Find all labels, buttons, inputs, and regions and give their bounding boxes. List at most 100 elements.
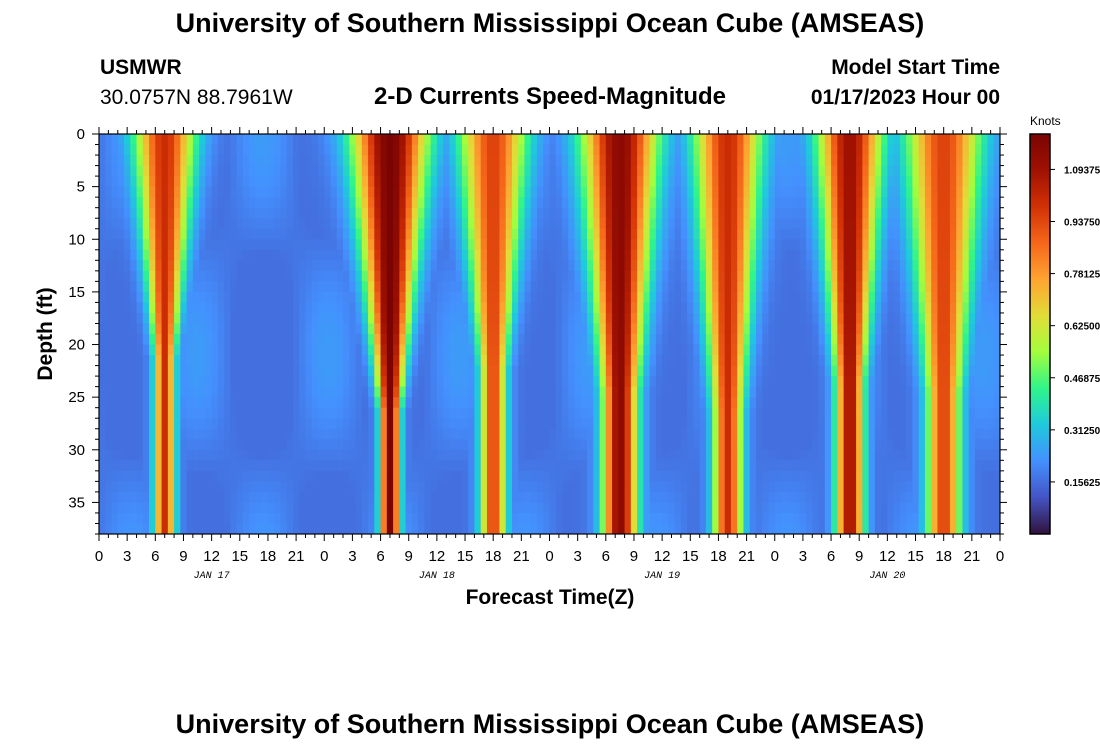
heatmap-cell	[693, 176, 701, 188]
heatmap-cell	[436, 470, 444, 482]
heatmap-cell	[824, 197, 832, 209]
heatmap-cell	[849, 270, 857, 282]
heatmap-cell	[849, 481, 857, 493]
heatmap-cell	[881, 144, 888, 156]
heatmap-cell	[142, 260, 150, 272]
heatmap-cell	[380, 197, 388, 209]
heatmap-cell	[818, 239, 826, 251]
heatmap	[99, 134, 1000, 534]
heatmap-cell	[386, 449, 394, 461]
heatmap-cell	[524, 439, 532, 451]
heatmap-cell	[962, 165, 970, 177]
heatmap-cell	[161, 344, 169, 356]
heatmap-cell	[255, 481, 263, 493]
heatmap-cell	[712, 481, 720, 493]
heatmap-cell	[361, 281, 369, 293]
heatmap-cell	[712, 407, 720, 419]
heatmap-cell	[411, 228, 419, 240]
heatmap-cell	[849, 144, 857, 156]
heatmap-cell	[806, 481, 813, 493]
heatmap-cell	[374, 207, 382, 219]
heatmap-cell	[530, 460, 538, 472]
heatmap-cell	[599, 186, 607, 198]
heatmap-cell	[787, 197, 795, 209]
heatmap-cell	[99, 228, 106, 240]
heatmap-cell	[99, 376, 106, 388]
heatmap-cell	[455, 197, 463, 209]
heatmap-cell	[924, 281, 932, 293]
heatmap-cell	[236, 176, 244, 188]
heatmap-cell	[699, 439, 707, 451]
heatmap-cell	[699, 460, 707, 472]
heatmap-cell	[580, 197, 588, 209]
heatmap-cell	[336, 165, 344, 177]
heatmap-cell	[505, 302, 513, 314]
heatmap-cell	[374, 165, 382, 177]
heatmap-cell	[399, 302, 407, 314]
heatmap-cell	[368, 439, 375, 451]
heatmap-cell	[624, 397, 632, 409]
heatmap-cell	[486, 249, 494, 261]
heatmap-cell	[549, 334, 557, 346]
heatmap-cell	[906, 323, 914, 335]
heatmap-cell	[693, 302, 701, 314]
heatmap-cell	[292, 481, 300, 493]
heatmap-cell	[943, 281, 951, 293]
heatmap-cell	[217, 239, 225, 251]
heatmap-cell	[968, 291, 976, 304]
heatmap-cell	[368, 376, 375, 388]
heatmap-cell	[849, 418, 857, 430]
heatmap-cell	[593, 228, 601, 240]
heatmap-cell	[612, 491, 619, 504]
heatmap-cell	[180, 281, 188, 293]
heatmap-cell	[987, 407, 995, 419]
heatmap-cell	[643, 355, 651, 367]
heatmap-cell	[918, 260, 926, 272]
heatmap-cell	[155, 207, 163, 219]
heatmap-cell	[612, 418, 619, 430]
heatmap-cell	[918, 344, 926, 356]
heatmap-cell	[687, 291, 695, 304]
heatmap-cell	[562, 312, 569, 325]
heatmap-cell	[868, 291, 876, 304]
heatmap-cell	[530, 302, 538, 314]
heatmap-cell	[737, 302, 745, 314]
heatmap-cell	[192, 281, 200, 293]
heatmap-cell	[924, 291, 932, 304]
heatmap-cell	[680, 334, 688, 346]
heatmap-cell	[436, 439, 444, 451]
heatmap-cell	[893, 376, 901, 388]
heatmap-cell	[124, 397, 131, 409]
heatmap-cell	[768, 460, 776, 472]
heatmap-cell	[324, 260, 332, 272]
heatmap-cell	[680, 365, 688, 377]
heatmap-cell	[455, 134, 463, 146]
heatmap-cell	[774, 186, 782, 198]
heatmap-cell	[486, 418, 494, 430]
heatmap-cell	[130, 186, 138, 198]
heatmap-cell	[524, 460, 532, 472]
heatmap-cell	[824, 291, 832, 304]
heatmap-cell	[837, 355, 845, 367]
heatmap-cell	[117, 134, 125, 146]
heatmap-cell	[117, 144, 125, 156]
heatmap-cell	[943, 134, 951, 146]
heatmap-cell	[755, 165, 763, 177]
heatmap-cell	[968, 428, 976, 440]
heatmap-cell	[956, 260, 964, 272]
heatmap-cell	[687, 491, 695, 504]
heatmap-cell	[724, 186, 732, 198]
heatmap-cell	[630, 428, 638, 440]
heatmap-cell	[755, 144, 763, 156]
heatmap-cell	[812, 334, 820, 346]
heatmap-cell	[918, 397, 926, 409]
heatmap-cell	[824, 249, 832, 261]
heatmap-cell	[843, 165, 851, 177]
heatmap-cell	[718, 260, 726, 272]
heatmap-cell	[737, 260, 745, 272]
heatmap-cell	[799, 312, 807, 325]
heatmap-cell	[812, 481, 820, 493]
heatmap-cell	[918, 291, 926, 304]
heatmap-cell	[781, 302, 788, 314]
heatmap-cell	[99, 397, 106, 409]
